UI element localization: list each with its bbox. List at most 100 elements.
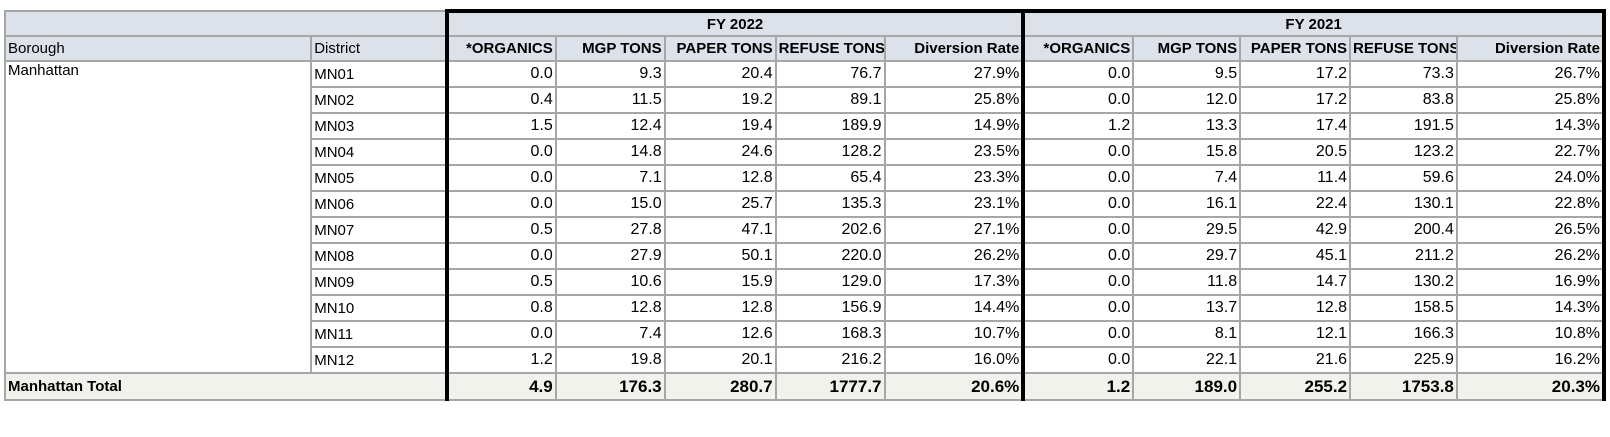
district-cell: MN07 (310, 216, 448, 244)
fy2021-paper-cell: 45.1 (1239, 242, 1352, 270)
fy2021-paper-cell: 42.9 (1239, 216, 1352, 244)
table-row: Manhattan MN01 0.0 9.3 20.4 76.7 27.9% 0.0 9.5 17… (3, 60, 1607, 374)
fy2021-mgp-cell: 8.1 (1132, 320, 1242, 348)
table-row: MN08 0.0 27.9 50.1 220.0 26.2% 0.0 29.7 45.1 211.… (5, 242, 1607, 270)
table-row: MN11 0.0 7.4 12.6 168.3 10.7% 0.0 8.1 12.1 166.3 1… (5, 320, 1607, 348)
fy2021-paper-cell: 14.7 (1239, 268, 1352, 296)
fy2022-mgp-cell: 7.4 (554, 320, 666, 348)
fy2022-paper-cell: 12.6 (663, 320, 777, 348)
fy2021-refuse-cell: 166.3 (1349, 320, 1458, 348)
fy2022-mgp-cell: 7.1 (554, 164, 666, 192)
fy2021-mgp-cell: 29.5 (1132, 216, 1242, 244)
fy2022-refuse-cell: 65.4 (774, 164, 886, 192)
fy2022-header: FY 2022 (444, 9, 1025, 37)
table-row: MN06 0.0 15.0 25.7 135.3 23.1% 0.0 16.1 22.4 130.… (5, 190, 1607, 218)
fy2022-diversion-cell: 27.9% (883, 60, 1025, 88)
district-cell: MN09 (310, 268, 448, 296)
organics-header: *ORGANICS (1021, 35, 1135, 62)
fy2022-paper-cell: 15.9 (663, 268, 777, 296)
fy2021-organics-cell: 0.0 (1021, 138, 1135, 166)
fy2021-organics-cell: 0.0 (1021, 60, 1135, 88)
paper-header: PAPER TONS (663, 35, 777, 62)
fy2021-diversion-cell: 10.8% (1455, 320, 1607, 348)
fy2022-refuse-cell: 189.9 (774, 112, 886, 140)
fy2022-refuse-cell: 76.7 (774, 60, 886, 88)
fy2021-mgp-cell: 16.1 (1132, 190, 1242, 218)
fy2021-paper-cell: 11.4 (1239, 164, 1352, 192)
total-fy2022-refuse: 1777.7 (774, 372, 886, 401)
table-row: MN10 0.8 12.8 12.8 156.9 14.4% 0.0 13.7 12.8 158.… (5, 294, 1607, 322)
fy2022-mgp-cell: 27.8 (554, 216, 666, 244)
mgp-header: MGP TONS (1132, 35, 1242, 62)
fy2022-organics-cell: 0.0 (444, 138, 557, 166)
table-row: MN02 0.4 11.5 19.2 89.1 25.8% 0.0 12.0 17.2 83.8 2… (5, 86, 1607, 114)
district-cell: MN10 (310, 294, 448, 322)
district-cell: MN02 (310, 86, 448, 114)
diversion-header: Diversion Rate (1455, 35, 1607, 62)
fy2022-organics-cell: 0.0 (444, 164, 557, 192)
fy2021-mgp-cell: 9.5 (1132, 60, 1242, 88)
fy2022-mgp-cell: 11.5 (554, 86, 666, 114)
fy2022-diversion-cell: 17.3% (883, 268, 1025, 296)
column-header-row: Borough District *ORGANICS MGP TONS PAPE… (3, 35, 1607, 62)
fy2021-organics-cell: 0.0 (1021, 346, 1135, 374)
fy2022-paper-cell: 47.1 (663, 216, 777, 244)
district-cell: MN01 (310, 60, 448, 88)
total-row: Manhattan Total 4.9 176.3 280.7 1777.7 20.6% 1… (4, 372, 1607, 401)
fy2022-organics-cell: 0.0 (444, 242, 557, 270)
fy2022-organics-cell: 0.4 (444, 86, 557, 114)
fy2021-mgp-cell: 11.8 (1132, 268, 1242, 296)
fy2022-refuse-cell: 202.6 (774, 216, 886, 244)
fy2022-diversion-cell: 10.7% (883, 320, 1025, 348)
fy2022-refuse-cell: 220.0 (774, 242, 886, 270)
blank-header-cell (4, 10, 448, 37)
fy2021-organics-cell: 0.0 (1021, 294, 1135, 322)
fy2021-organics-cell: 0.0 (1021, 190, 1135, 218)
fy2022-refuse-cell: 216.2 (774, 346, 886, 374)
fy2022-refuse-cell: 128.2 (774, 138, 886, 166)
total-fy2022-diversion: 20.6% (883, 372, 1025, 401)
fy2022-paper-cell: 24.6 (663, 138, 777, 166)
fy2021-organics-cell: 0.0 (1021, 86, 1135, 114)
district-header: District (310, 35, 448, 62)
fy2021-diversion-cell: 22.7% (1455, 138, 1607, 166)
fy2022-refuse-cell: 168.3 (774, 320, 886, 348)
table-row: MN05 0.0 7.1 12.8 65.4 23.3% 0.0 7.4 11.4 59.6 24.… (5, 164, 1607, 192)
district-cell: MN04 (310, 138, 448, 166)
fy2022-paper-cell: 19.2 (663, 86, 777, 114)
fy2022-paper-cell: 12.8 (663, 294, 777, 322)
district-cell: MN05 (310, 164, 448, 192)
fy2021-refuse-cell: 130.1 (1349, 190, 1458, 218)
fy2022-diversion-cell: 16.0% (883, 346, 1025, 374)
fy2021-diversion-cell: 16.2% (1455, 346, 1607, 374)
total-label: Manhattan Total (4, 372, 448, 401)
table-row: MN04 0.0 14.8 24.6 128.2 23.5% 0.0 15.8 20.5 123.… (5, 138, 1607, 166)
fy2021-refuse-cell: 73.3 (1349, 60, 1458, 88)
district-cell: MN03 (310, 112, 448, 140)
fy2022-mgp-cell: 9.3 (554, 60, 666, 88)
fy2022-diversion-cell: 23.5% (883, 138, 1025, 166)
total-fy2022-organics: 4.9 (444, 372, 557, 401)
fy2022-organics-cell: 0.0 (444, 320, 557, 348)
fy2021-diversion-cell: 24.0% (1455, 164, 1607, 192)
borough-cell: Manhattan (3, 60, 313, 374)
fy2021-diversion-cell: 26.7% (1455, 60, 1607, 88)
fy2021-refuse-cell: 211.2 (1349, 242, 1458, 270)
fy2021-mgp-cell: 29.7 (1132, 242, 1242, 270)
table-row: MN09 0.5 10.6 15.9 129.0 17.3% 0.0 11.8 14.7 130.… (5, 268, 1607, 296)
fy2022-organics-cell: 1.5 (444, 112, 557, 140)
fy2022-diversion-cell: 14.4% (883, 294, 1025, 322)
fy2021-mgp-cell: 12.0 (1132, 86, 1242, 114)
fy2022-organics-cell: 1.2 (444, 346, 557, 374)
fy2021-paper-cell: 17.2 (1239, 86, 1352, 114)
total-fy2021-diversion: 20.3% (1455, 372, 1607, 401)
fy2022-paper-cell: 19.4 (663, 112, 777, 140)
fy2021-paper-cell: 12.8 (1239, 294, 1352, 322)
fy2021-organics-cell: 1.2 (1021, 112, 1135, 140)
refuse-header: REFUSE TONS (1349, 35, 1458, 62)
fy2021-diversion-cell: 16.9% (1455, 268, 1607, 296)
fy2021-organics-cell: 0.0 (1021, 268, 1135, 296)
borough-header: Borough (3, 35, 313, 62)
district-cell: MN12 (310, 346, 448, 374)
total-fy2021-paper: 255.2 (1239, 372, 1352, 401)
